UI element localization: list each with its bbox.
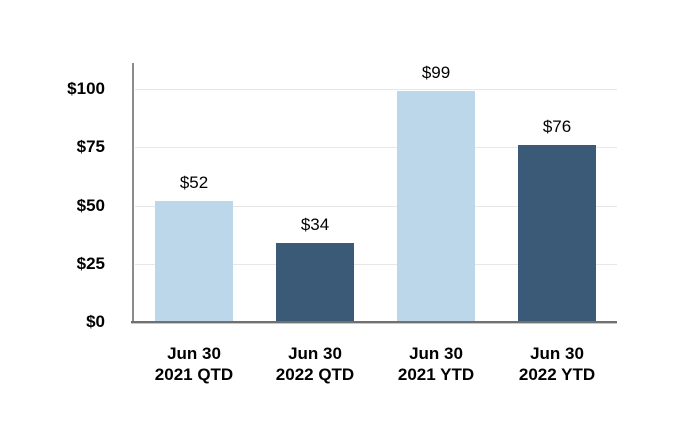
y-axis-tick-label: $0 <box>86 312 105 331</box>
x-axis-category-line: Jun 30 <box>167 344 221 363</box>
x-axis-category-line: 2022 QTD <box>275 365 355 384</box>
y-axis-line <box>132 63 134 323</box>
bar-value-label: $99 <box>421 63 451 82</box>
bar <box>155 201 233 322</box>
x-axis-category-line: 2021 YTD <box>397 365 475 384</box>
x-axis-category-label: Jun 30 2021 YTD <box>366 343 506 385</box>
x-axis-category-label: Jun 30 2021 QTD <box>124 343 264 385</box>
x-axis-category-label: Jun 30 2022 YTD <box>487 343 627 385</box>
bar <box>397 91 475 322</box>
bar-value-label: $52 <box>179 173 209 192</box>
bar-value-label: $76 <box>542 117 572 136</box>
y-axis-tick-label: $25 <box>76 254 105 273</box>
bar <box>276 243 354 322</box>
x-axis-category-line: Jun 30 <box>288 344 342 363</box>
bar <box>518 145 596 322</box>
y-axis-tick-label: $75 <box>76 137 105 156</box>
x-axis-category-line: Jun 30 <box>530 344 584 363</box>
y-axis-tick-label: $50 <box>76 196 105 215</box>
gridline <box>135 264 617 265</box>
gridline <box>135 206 617 207</box>
y-axis-tick-label: $100 <box>67 79 105 98</box>
x-axis-category-line: Jun 30 <box>409 344 463 363</box>
bar-value-label: $34 <box>300 215 330 234</box>
gridline <box>135 89 617 90</box>
gridline <box>135 147 617 148</box>
x-axis-line <box>131 321 617 323</box>
x-axis-category-label: Jun 30 2022 QTD <box>245 343 385 385</box>
x-axis-category-line: 2021 QTD <box>154 365 234 384</box>
x-axis-category-line: 2022 YTD <box>518 365 596 384</box>
